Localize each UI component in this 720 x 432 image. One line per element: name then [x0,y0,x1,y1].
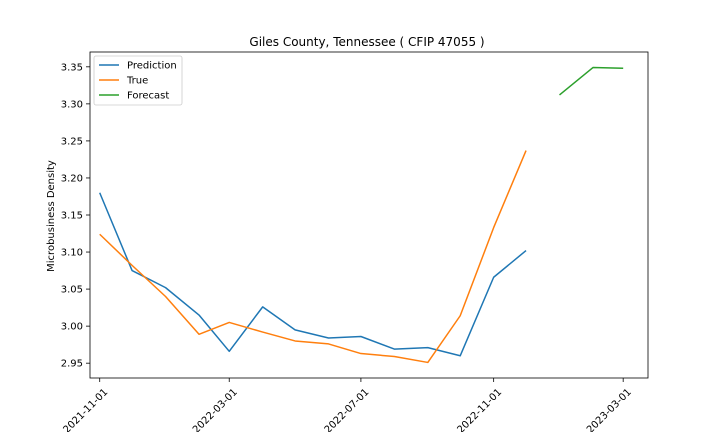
y-axis-ticks: 2.95 3.00 3.05 3.10 3.15 3.20 3.25 3.30 3.35 [61,62,90,370]
legend-box [93,55,183,106]
y-tick-label: 3.05 [61,285,83,296]
chart-title: Giles County, Tennessee ( CFIP 47055 ) [249,35,484,49]
series-line-forecast [559,66,624,96]
y-tick-label: 3.20 [61,173,83,184]
y-tick-label: 3.25 [61,136,83,147]
legend-label-true: True [126,76,148,87]
y-tick-label: 3.00 [61,322,83,333]
legend: Prediction True Forecast [93,55,183,106]
y-tick-label: 3.15 [61,211,83,222]
y-tick-label: 3.10 [61,248,83,259]
legend-label-prediction: Prediction [127,61,177,72]
series-line-prediction [99,192,527,357]
series-line-true [99,150,527,364]
series-lines [99,66,624,364]
y-tick-label: 3.30 [61,99,83,110]
y-axis-label: Microbusiness Density [46,160,57,272]
y-tick-label: 3.35 [61,62,83,73]
legend-label-forecast: Forecast [127,91,169,102]
y-tick-label: 2.95 [61,359,83,370]
